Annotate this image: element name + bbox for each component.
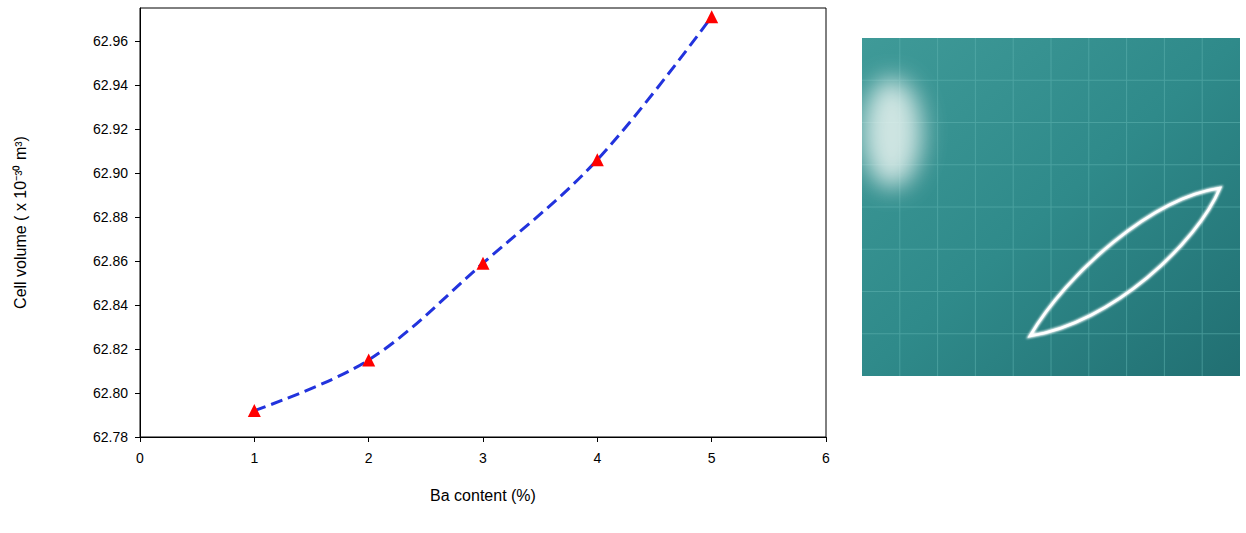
svg-text:Ba content (%): Ba content (%)	[430, 487, 536, 504]
svg-text:2: 2	[365, 450, 373, 466]
svg-text:3: 3	[479, 450, 487, 466]
svg-text:62.94: 62.94	[93, 77, 128, 93]
svg-text:Cell volume ( x 10⁻³⁰ m³): Cell volume ( x 10⁻³⁰ m³)	[12, 136, 29, 309]
svg-text:62.92: 62.92	[93, 121, 128, 137]
svg-text:62.82: 62.82	[93, 341, 128, 357]
svg-text:4: 4	[593, 450, 601, 466]
svg-text:62.90: 62.90	[93, 165, 128, 181]
svg-text:62.96: 62.96	[93, 33, 128, 49]
svg-text:62.78: 62.78	[93, 429, 128, 445]
svg-text:1: 1	[250, 450, 258, 466]
svg-text:5: 5	[708, 450, 716, 466]
svg-text:62.84: 62.84	[93, 297, 128, 313]
svg-text:62.86: 62.86	[93, 253, 128, 269]
svg-text:62.88: 62.88	[93, 209, 128, 225]
svg-text:62.80: 62.80	[93, 385, 128, 401]
svg-text:6: 6	[822, 450, 830, 466]
svg-text:0: 0	[136, 450, 144, 466]
